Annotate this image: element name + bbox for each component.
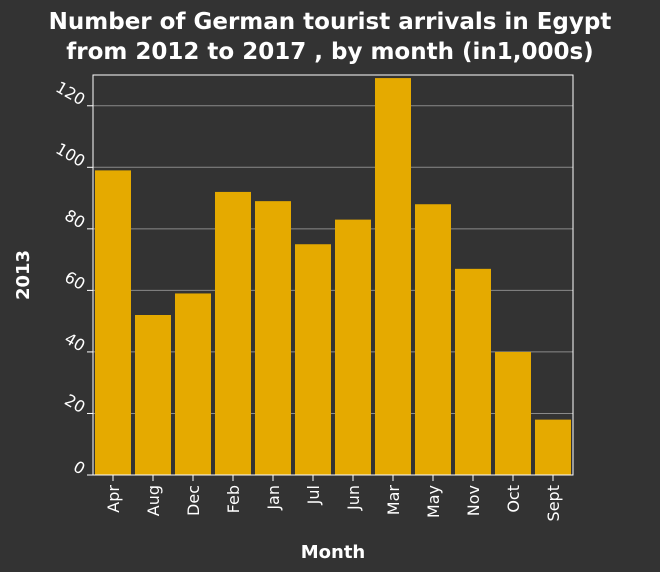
y-tick-label: 40 <box>61 329 88 356</box>
y-tick-label: 100 <box>53 139 89 171</box>
plot-frame <box>92 74 574 476</box>
bar-sept <box>535 419 571 475</box>
bar-oct <box>495 351 531 475</box>
bars <box>95 78 571 476</box>
x-tick-label: Jul <box>304 485 323 505</box>
bar-dec <box>175 293 211 475</box>
bar-jul <box>295 244 331 475</box>
x-tick-label: Mar <box>384 485 403 516</box>
x-tick-label: Feb <box>224 485 243 513</box>
x-tick-label: Oct <box>504 485 523 513</box>
bar-jun <box>335 219 371 475</box>
y-axis-ticks: 0 20 40 60 80 100 120 <box>53 78 93 479</box>
bar-apr <box>95 170 131 475</box>
y-tick-label: 60 <box>61 267 88 294</box>
x-axis-label: Month <box>301 542 366 563</box>
x-tick-label: Dec <box>184 485 203 516</box>
bar-jan <box>255 201 291 475</box>
bar-nov <box>455 268 491 475</box>
y-tick-label: 20 <box>61 390 88 417</box>
y-tick-label: 120 <box>53 78 89 110</box>
x-tick-label: Jan <box>264 485 283 511</box>
bar-mar <box>375 78 411 476</box>
x-tick-label: Sept <box>544 485 563 521</box>
gridlines <box>93 105 573 414</box>
bar-feb <box>215 191 251 475</box>
x-axis-ticks: Apr Aug Dec Feb Jan Jul Jun Mar May Nov Oct Sept <box>104 475 563 521</box>
chart-title-line-2: from 2012 to 2017 , by month (in1,000s) <box>66 39 593 65</box>
bar-aug <box>135 315 171 475</box>
y-tick-label: 0 <box>70 457 88 479</box>
bar-may <box>415 204 451 475</box>
x-tick-label: May <box>424 485 443 518</box>
x-tick-label: Apr <box>104 485 123 513</box>
chart-title-line-1: Number of German tourist arrivals in Egy… <box>49 9 612 35</box>
x-tick-label: Aug <box>144 485 163 516</box>
x-tick-label: Jun <box>344 485 363 511</box>
y-axis-label: 2013 <box>13 250 34 300</box>
x-tick-label: Nov <box>464 485 483 516</box>
y-tick-label: 80 <box>61 206 88 233</box>
